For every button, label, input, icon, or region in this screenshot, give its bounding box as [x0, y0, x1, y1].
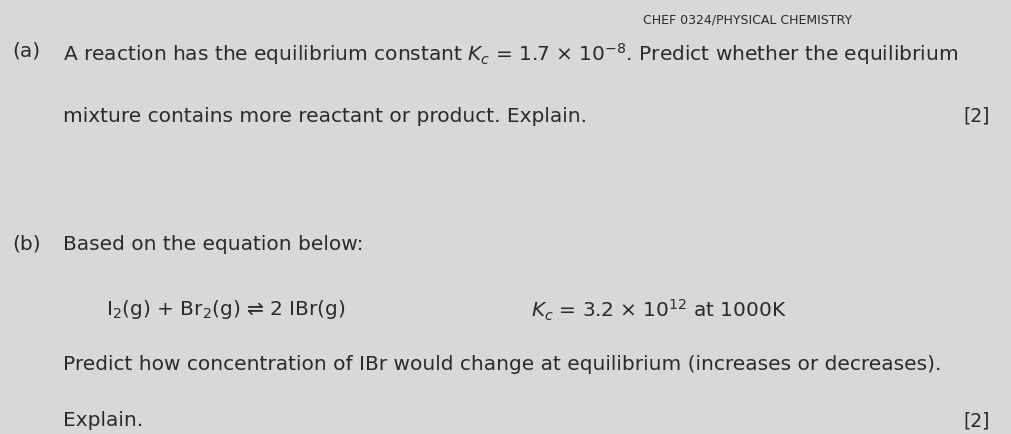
Text: Predict how concentration of IBr would change at equilibrium (increases or decre: Predict how concentration of IBr would c…: [63, 354, 940, 373]
Text: [2]: [2]: [962, 410, 989, 429]
Text: mixture contains more reactant or product. Explain.: mixture contains more reactant or produc…: [63, 106, 586, 125]
Text: $K_c$ = 3.2 × 10$^{12}$ at 1000K: $K_c$ = 3.2 × 10$^{12}$ at 1000K: [531, 297, 787, 322]
Text: Based on the equation below:: Based on the equation below:: [63, 234, 363, 253]
Text: CHEF 0324/PHYSICAL CHEMISTRY: CHEF 0324/PHYSICAL CHEMISTRY: [642, 13, 851, 26]
Text: A reaction has the equilibrium constant $K_c$ = 1.7 × 10$^{-8}$. Predict whether: A reaction has the equilibrium constant …: [63, 41, 956, 67]
Text: (a): (a): [12, 41, 40, 60]
Text: [2]: [2]: [962, 106, 989, 125]
Text: I$_2$(g) + Br$_2$(g) ⇌ 2 IBr(g): I$_2$(g) + Br$_2$(g) ⇌ 2 IBr(g): [106, 297, 346, 320]
Text: Explain.: Explain.: [63, 410, 143, 429]
Text: (b): (b): [12, 234, 40, 253]
